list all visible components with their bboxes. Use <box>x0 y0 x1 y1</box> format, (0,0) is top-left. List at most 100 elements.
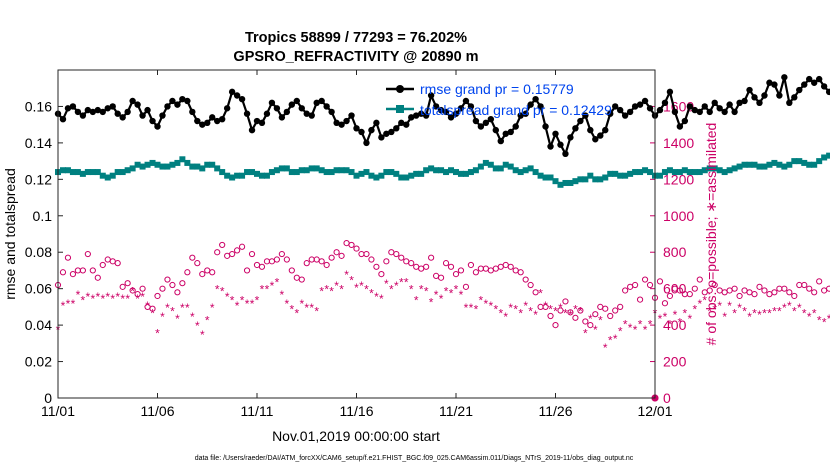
obs-assimilated-point: * <box>563 306 568 320</box>
totalspread-point <box>328 169 335 176</box>
obs-possible-point <box>517 269 524 276</box>
obs-assimilated-point: * <box>658 312 663 326</box>
obs-assimilated-point: * <box>294 306 299 320</box>
rmse-point <box>671 108 679 116</box>
totalspread-point <box>686 169 693 176</box>
rmse-point <box>84 106 92 114</box>
totalspread-point <box>199 165 206 172</box>
legend-rmse-label: rmse grand pr = 0.15779 <box>420 81 574 97</box>
totalspread-point <box>462 170 469 177</box>
obs-possible-point <box>706 287 713 294</box>
rmse-point <box>253 117 261 125</box>
rmse-point <box>676 123 684 130</box>
rmse-point <box>119 114 126 121</box>
obs-assimilated-point: * <box>419 283 424 297</box>
obs-assimilated-point: * <box>737 301 742 315</box>
obs-possible-point <box>636 296 644 303</box>
rmse-point <box>204 119 211 127</box>
rmse-point <box>293 97 300 105</box>
totalspread-point <box>313 165 320 172</box>
rmse-point <box>343 117 350 125</box>
rmse-point <box>74 108 82 116</box>
totalspread-point <box>537 172 544 179</box>
obs-possible-point <box>423 263 430 270</box>
x-axis-label: Nov.01,2019 00:00:00 start <box>272 428 440 444</box>
obs-assimilated-point: * <box>71 297 76 311</box>
x-axis: 11/01 11/06 11/11 11/16 11/21 11/26 12/01 <box>41 70 673 419</box>
totalspread-point <box>59 167 66 174</box>
rmse-point <box>422 112 430 119</box>
obs-possible-point <box>328 254 335 261</box>
obs-possible-point <box>229 250 236 258</box>
obs-assimilated-point: * <box>255 294 260 308</box>
obs-possible-point <box>99 261 106 269</box>
rmse-point <box>209 114 216 121</box>
totalspread-point <box>472 167 479 174</box>
rmse-point <box>825 88 830 96</box>
totalspread-point <box>74 169 81 176</box>
obs-possible-point <box>791 292 798 300</box>
totalspread-point <box>706 165 713 172</box>
totalspread-point <box>726 167 733 174</box>
obs-possible-point <box>338 252 345 259</box>
obs-assimilated-point: * <box>185 301 190 315</box>
totalspread-point <box>761 163 768 170</box>
rmse-point <box>796 86 803 94</box>
obs-possible-point <box>164 276 171 283</box>
obs-assimilated-point: * <box>543 299 548 313</box>
rmse-point <box>129 97 136 105</box>
y-right-tick-label: 800 <box>663 244 687 260</box>
obs-assimilated-point: * <box>573 303 578 317</box>
obs-possible-point <box>179 280 186 287</box>
obs-possible-point <box>801 281 808 289</box>
totalspread-point <box>239 172 246 179</box>
totalspread-point <box>189 163 196 170</box>
totalspread-point <box>557 181 564 188</box>
rmse-point <box>368 126 375 134</box>
obs-possible-point <box>686 291 693 298</box>
totalspread-point <box>443 169 450 176</box>
rmse-point <box>223 105 231 112</box>
obs-possible-point <box>457 267 465 274</box>
obs-possible-point <box>333 249 340 256</box>
obs-assimilated-point: * <box>678 315 683 329</box>
totalspread-point <box>144 161 151 168</box>
rmse-point <box>154 123 161 130</box>
totalspread-point <box>696 169 703 176</box>
totalspread-point <box>348 169 355 176</box>
totalspread-point <box>577 176 584 183</box>
y-right-tick-label: 1600 <box>663 98 694 114</box>
obs-assimilated-point: * <box>409 283 414 297</box>
rmse-point <box>582 112 589 119</box>
rmse-point <box>472 117 480 125</box>
obs-assimilated-point: * <box>220 284 225 298</box>
rmse-point <box>572 125 579 132</box>
obs-possible-point <box>278 250 285 258</box>
obs-assimilated-point: * <box>633 323 638 337</box>
totalspread-point <box>756 163 763 170</box>
rmse-point <box>562 150 569 158</box>
obs-assimilated-point: * <box>384 277 389 291</box>
totalspread-point <box>358 170 365 177</box>
totalspread-point <box>811 161 818 168</box>
totalspread-point <box>303 167 310 174</box>
totalspread-point <box>388 169 395 176</box>
rmse-point <box>626 108 634 116</box>
rmse-point <box>791 94 798 101</box>
totalspread-point <box>522 167 529 174</box>
rmse-point <box>159 112 166 119</box>
rmse-point <box>94 106 102 114</box>
obs-possible-point <box>532 289 539 296</box>
totalspread-point <box>249 169 256 176</box>
totalspread-point <box>736 163 743 170</box>
obs-assimilated-point: * <box>344 268 349 282</box>
obs-assimilated-point: * <box>683 306 688 320</box>
obs-possible-point <box>363 250 370 258</box>
obs-assimilated-point: * <box>474 303 479 317</box>
rmse-point <box>283 108 291 116</box>
totalspread-point <box>338 167 345 174</box>
obs-possible-point <box>582 318 589 325</box>
obs-assimilated-point: * <box>668 317 673 331</box>
totalspread-point <box>209 161 216 168</box>
